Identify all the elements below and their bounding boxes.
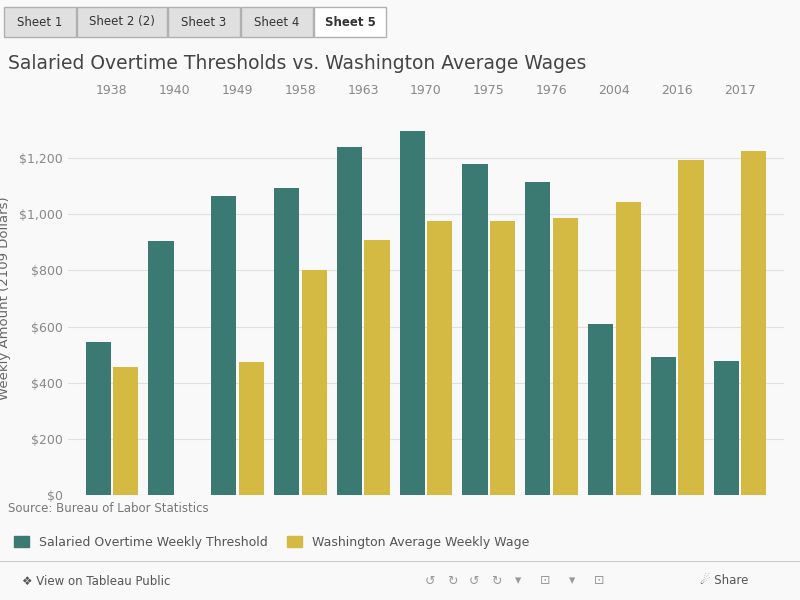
Text: Source: Bureau of Labor Statistics: Source: Bureau of Labor Statistics xyxy=(8,502,209,515)
Bar xyxy=(241,7,313,37)
Bar xyxy=(490,221,515,495)
Legend: Salaried Overtime Weekly Threshold, Washington Average Weekly Wage: Salaried Overtime Weekly Threshold, Wash… xyxy=(14,536,529,549)
Text: Sheet 3: Sheet 3 xyxy=(182,16,226,28)
Bar xyxy=(651,358,676,495)
Bar xyxy=(302,271,326,495)
Text: ☄ Share: ☄ Share xyxy=(700,575,748,587)
Text: Sheet 1: Sheet 1 xyxy=(18,16,62,28)
Bar xyxy=(588,324,613,495)
Bar xyxy=(553,218,578,495)
Text: ↻: ↻ xyxy=(490,575,502,587)
Text: Salaried Overtime Thresholds vs. Washington Average Wages: Salaried Overtime Thresholds vs. Washing… xyxy=(8,54,586,73)
Text: Sheet 5: Sheet 5 xyxy=(325,16,375,28)
Text: Sheet 2 (2): Sheet 2 (2) xyxy=(89,16,155,28)
Bar xyxy=(211,196,236,495)
Text: ↻: ↻ xyxy=(446,575,458,587)
Bar xyxy=(427,221,452,495)
Bar xyxy=(616,202,641,495)
Bar xyxy=(678,160,704,495)
Bar xyxy=(714,361,738,495)
Text: ▾: ▾ xyxy=(569,575,575,587)
Text: ⊡: ⊡ xyxy=(540,575,550,587)
Bar xyxy=(148,241,174,495)
Bar xyxy=(526,182,550,495)
Bar xyxy=(274,188,299,495)
Bar xyxy=(337,147,362,495)
Text: ▾: ▾ xyxy=(515,575,521,587)
Text: ↺: ↺ xyxy=(469,575,479,587)
Bar xyxy=(462,164,487,495)
Bar xyxy=(365,239,390,495)
Y-axis label: Weekly Amount (2109 Dollars): Weekly Amount (2109 Dollars) xyxy=(0,197,11,400)
Bar xyxy=(86,342,110,495)
Bar xyxy=(77,7,167,37)
Bar xyxy=(239,362,264,495)
Bar xyxy=(114,367,138,495)
Bar xyxy=(4,7,76,37)
Text: Sheet 4: Sheet 4 xyxy=(254,16,300,28)
Bar xyxy=(168,7,240,37)
Bar xyxy=(314,7,386,37)
Text: ↺: ↺ xyxy=(425,575,435,587)
Text: ❖ View on Tableau Public: ❖ View on Tableau Public xyxy=(22,575,170,587)
Bar xyxy=(400,131,425,495)
Text: ⊡: ⊡ xyxy=(594,575,604,587)
Bar xyxy=(742,151,766,495)
